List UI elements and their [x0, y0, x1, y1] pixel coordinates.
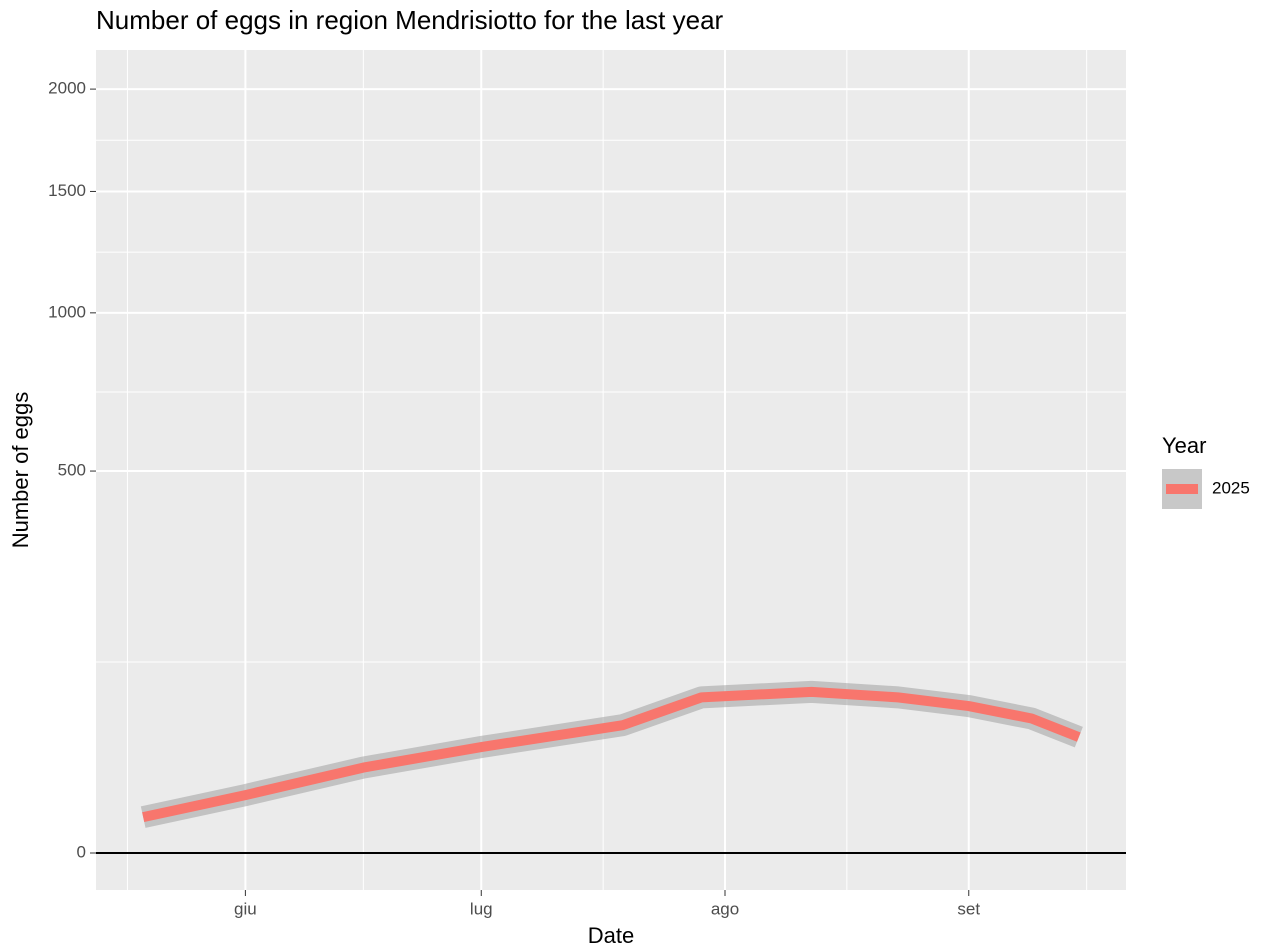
legend-title: Year	[1162, 433, 1206, 458]
x-axis-label: Date	[588, 923, 634, 948]
y-tick-label: 500	[58, 461, 86, 480]
legend-label: 2025	[1212, 478, 1250, 497]
y-tick-label: 2000	[48, 79, 86, 98]
y-tick-label: 1500	[48, 181, 86, 200]
legend: Year 2025	[1162, 433, 1250, 509]
x-tick-label: set	[957, 899, 980, 918]
panel	[96, 50, 1126, 890]
x-tick-label: ago	[711, 899, 739, 918]
y-tick-label: 1000	[48, 302, 86, 321]
line	[142, 686, 1081, 823]
marks	[140, 680, 1083, 828]
chart-title: Number of eggs in region Mendrisiotto fo…	[96, 5, 724, 35]
y-tick-label: 0	[77, 842, 86, 861]
x-tick-label: giu	[234, 899, 257, 918]
y-axis-label: Number of eggs	[8, 392, 33, 549]
x-tick-label: lug	[470, 899, 493, 918]
